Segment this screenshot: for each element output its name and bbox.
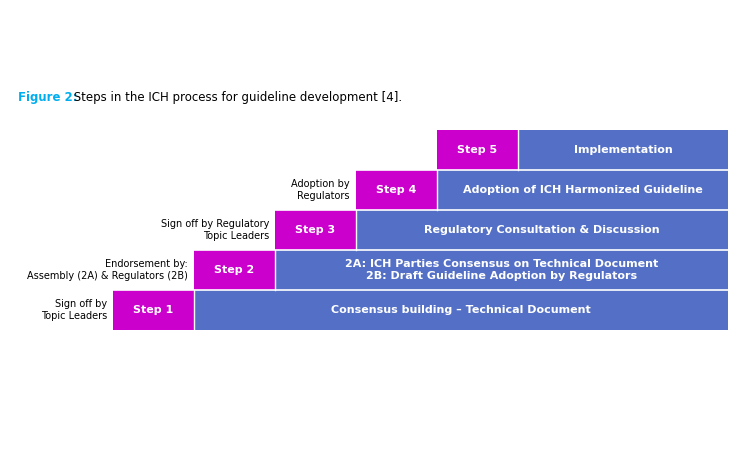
Bar <box>275 210 356 250</box>
Text: Steps in the ICH process for guideline development [4].: Steps in the ICH process for guideline d… <box>70 90 402 104</box>
Text: Adoption of ICH Harmonized Guideline: Adoption of ICH Harmonized Guideline <box>463 185 702 195</box>
Text: Implementation: Implementation <box>574 145 672 155</box>
Text: 2A: ICH Parties Consensus on Technical Document
2B: Draft Guideline Adoption by : 2A: ICH Parties Consensus on Technical D… <box>345 259 658 281</box>
Bar <box>518 130 728 170</box>
Text: Step 2: Step 2 <box>214 265 254 275</box>
Text: Adoption by
Regulators: Adoption by Regulators <box>291 179 350 201</box>
Bar <box>194 290 728 330</box>
Text: Step 5: Step 5 <box>458 145 497 155</box>
Bar <box>275 250 728 290</box>
Text: Regulatory Consultation & Discussion: Regulatory Consultation & Discussion <box>424 225 660 235</box>
Text: Consensus building – Technical Document: Consensus building – Technical Document <box>332 305 591 315</box>
Bar <box>194 250 275 290</box>
Text: Sign off by Regulatory
Topic Leaders: Sign off by Regulatory Topic Leaders <box>160 219 269 241</box>
Text: Sign off by
Topic Leaders: Sign off by Topic Leaders <box>40 299 107 321</box>
Bar <box>437 170 728 210</box>
Text: Step 3: Step 3 <box>296 225 335 235</box>
Bar <box>356 170 437 210</box>
Text: Step 1: Step 1 <box>134 305 173 315</box>
Bar <box>437 130 518 170</box>
Text: Figure 2:: Figure 2: <box>18 90 78 104</box>
Text: Endorsement by:
Assembly (2A) & Regulators (2B): Endorsement by: Assembly (2A) & Regulato… <box>27 259 188 281</box>
Text: Step 4: Step 4 <box>376 185 417 195</box>
Bar <box>356 210 728 250</box>
Bar <box>113 290 194 330</box>
